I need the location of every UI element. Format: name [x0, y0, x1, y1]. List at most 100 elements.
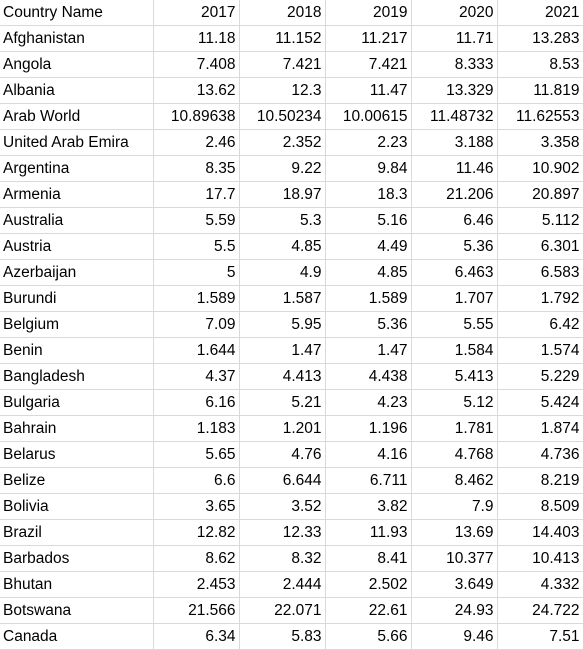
value-cell[interactable]: 5.21: [239, 389, 326, 417]
country-name-cell[interactable]: Argentina: [0, 155, 154, 183]
value-cell[interactable]: 7.421: [239, 51, 326, 79]
value-cell[interactable]: 4.85: [239, 233, 326, 261]
value-cell[interactable]: 6.34: [153, 623, 240, 650]
country-name-cell[interactable]: Bulgaria: [0, 389, 154, 417]
value-cell[interactable]: 24.93: [411, 597, 498, 625]
value-cell[interactable]: 12.33: [239, 519, 326, 547]
value-cell[interactable]: 5.59: [153, 207, 240, 235]
value-cell[interactable]: 1.781: [411, 415, 498, 443]
country-name-cell[interactable]: Afghanistan: [0, 25, 154, 53]
value-cell[interactable]: 11.819: [497, 77, 583, 105]
value-cell[interactable]: 1.707: [411, 285, 498, 313]
value-cell[interactable]: 11.93: [325, 519, 412, 547]
country-name-cell[interactable]: Armenia: [0, 181, 154, 209]
value-cell[interactable]: 4.736: [497, 441, 583, 469]
value-cell[interactable]: 5.95: [239, 311, 326, 339]
header-cell-country-name[interactable]: Country Name: [0, 0, 154, 27]
country-name-cell[interactable]: Albania: [0, 77, 154, 105]
value-cell[interactable]: 1.644: [153, 337, 240, 365]
value-cell[interactable]: 9.84: [325, 155, 412, 183]
value-cell[interactable]: 14.403: [497, 519, 583, 547]
country-name-cell[interactable]: Benin: [0, 337, 154, 365]
country-name-cell[interactable]: United Arab Emira: [0, 129, 154, 157]
value-cell[interactable]: 4.49: [325, 233, 412, 261]
value-cell[interactable]: 5.16: [325, 207, 412, 235]
country-name-cell[interactable]: Brazil: [0, 519, 154, 547]
country-name-cell[interactable]: Barbados: [0, 545, 154, 573]
value-cell[interactable]: 8.462: [411, 467, 498, 495]
value-cell[interactable]: 11.47: [325, 77, 412, 105]
country-name-cell[interactable]: Bangladesh: [0, 363, 154, 391]
value-cell[interactable]: 6.6: [153, 467, 240, 495]
country-name-cell[interactable]: Angola: [0, 51, 154, 79]
value-cell[interactable]: 1.792: [497, 285, 583, 313]
value-cell[interactable]: 8.509: [497, 493, 583, 521]
value-cell[interactable]: 21.206: [411, 181, 498, 209]
value-cell[interactable]: 11.62553: [497, 103, 583, 131]
value-cell[interactable]: 24.722: [497, 597, 583, 625]
value-cell[interactable]: 8.62: [153, 545, 240, 573]
value-cell[interactable]: 11.18: [153, 25, 240, 53]
value-cell[interactable]: 5.36: [325, 311, 412, 339]
value-cell[interactable]: 13.283: [497, 25, 583, 53]
value-cell[interactable]: 4.438: [325, 363, 412, 391]
value-cell[interactable]: 7.09: [153, 311, 240, 339]
value-cell[interactable]: 1.196: [325, 415, 412, 443]
value-cell[interactable]: 8.32: [239, 545, 326, 573]
value-cell[interactable]: 6.16: [153, 389, 240, 417]
value-cell[interactable]: 10.377: [411, 545, 498, 573]
value-cell[interactable]: 22.071: [239, 597, 326, 625]
value-cell[interactable]: 6.301: [497, 233, 583, 261]
value-cell[interactable]: 6.42: [497, 311, 583, 339]
value-cell[interactable]: 13.62: [153, 77, 240, 105]
value-cell[interactable]: 7.421: [325, 51, 412, 79]
value-cell[interactable]: 10.89638: [153, 103, 240, 131]
value-cell[interactable]: 11.71: [411, 25, 498, 53]
value-cell[interactable]: 2.453: [153, 571, 240, 599]
value-cell[interactable]: 21.566: [153, 597, 240, 625]
value-cell[interactable]: 12.3: [239, 77, 326, 105]
value-cell[interactable]: 1.183: [153, 415, 240, 443]
value-cell[interactable]: 5.3: [239, 207, 326, 235]
header-cell-2020[interactable]: 2020: [411, 0, 498, 27]
country-name-cell[interactable]: Bahrain: [0, 415, 154, 443]
value-cell[interactable]: 5.66: [325, 623, 412, 650]
value-cell[interactable]: 1.589: [325, 285, 412, 313]
value-cell[interactable]: 1.589: [153, 285, 240, 313]
country-name-cell[interactable]: Belgium: [0, 311, 154, 339]
header-cell-2018[interactable]: 2018: [239, 0, 326, 27]
value-cell[interactable]: 13.329: [411, 77, 498, 105]
value-cell[interactable]: 6.463: [411, 259, 498, 287]
value-cell[interactable]: 10.00615: [325, 103, 412, 131]
value-cell[interactable]: 11.152: [239, 25, 326, 53]
value-cell[interactable]: 8.53: [497, 51, 583, 79]
value-cell[interactable]: 4.9: [239, 259, 326, 287]
header-cell-2017[interactable]: 2017: [153, 0, 240, 27]
value-cell[interactable]: 1.874: [497, 415, 583, 443]
value-cell[interactable]: 2.444: [239, 571, 326, 599]
value-cell[interactable]: 11.48732: [411, 103, 498, 131]
value-cell[interactable]: 2.23: [325, 129, 412, 157]
value-cell[interactable]: 5.12: [411, 389, 498, 417]
value-cell[interactable]: 11.217: [325, 25, 412, 53]
value-cell[interactable]: 2.502: [325, 571, 412, 599]
value-cell[interactable]: 5.5: [153, 233, 240, 261]
value-cell[interactable]: 7.51: [497, 623, 583, 650]
header-cell-2021[interactable]: 2021: [497, 0, 583, 27]
value-cell[interactable]: 6.711: [325, 467, 412, 495]
value-cell[interactable]: 8.219: [497, 467, 583, 495]
value-cell[interactable]: 9.22: [239, 155, 326, 183]
value-cell[interactable]: 5.424: [497, 389, 583, 417]
value-cell[interactable]: 13.69: [411, 519, 498, 547]
value-cell[interactable]: 3.649: [411, 571, 498, 599]
value-cell[interactable]: 6.583: [497, 259, 583, 287]
value-cell[interactable]: 1.587: [239, 285, 326, 313]
value-cell[interactable]: 5.413: [411, 363, 498, 391]
value-cell[interactable]: 4.332: [497, 571, 583, 599]
value-cell[interactable]: 22.61: [325, 597, 412, 625]
value-cell[interactable]: 4.768: [411, 441, 498, 469]
value-cell[interactable]: 5.36: [411, 233, 498, 261]
value-cell[interactable]: 5.229: [497, 363, 583, 391]
value-cell[interactable]: 5.55: [411, 311, 498, 339]
value-cell[interactable]: 3.65: [153, 493, 240, 521]
